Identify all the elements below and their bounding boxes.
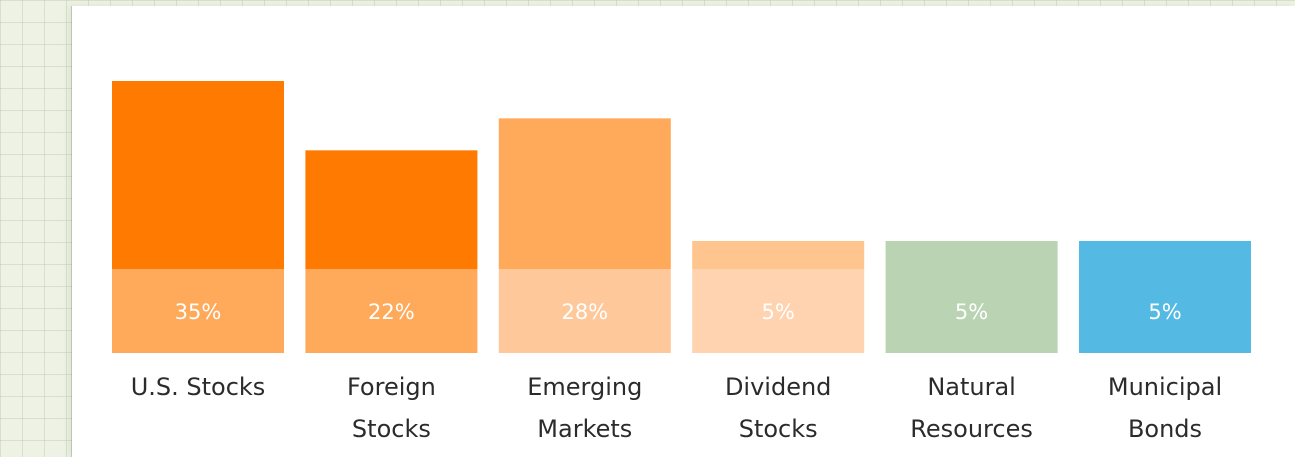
bar-top-segment — [305, 150, 478, 269]
category-label-line2: Markets — [537, 415, 632, 443]
bar-value-label: 22% — [368, 300, 415, 324]
category-label-line1: Municipal — [1108, 373, 1222, 401]
bar-top-segment — [885, 241, 1058, 269]
allocation-bar-chart: 35% U.S. Stocks 22% Foreign Stocks 28% Emergin… — [112, 81, 1251, 443]
category-label-line1: Natural — [927, 373, 1016, 401]
bar-group: 35% U.S. Stocks — [112, 81, 284, 401]
bar-group: 5% Natural Resources — [885, 241, 1058, 443]
bar-value-label: 5% — [762, 300, 795, 324]
category-label-line1: Foreign — [347, 373, 436, 401]
bar-bottom-segment — [305, 269, 478, 353]
bar-bottom-segment — [885, 269, 1058, 353]
bar-value-label: 5% — [1148, 300, 1181, 324]
category-label-line1: Dividend — [725, 373, 831, 401]
bar-bottom-segment — [498, 269, 671, 353]
bar-group: 5% Dividend Stocks — [692, 241, 865, 443]
category-label-line2: Stocks — [739, 415, 818, 443]
bar-value-label: 5% — [955, 300, 988, 324]
category-label-line2: Resources — [910, 415, 1033, 443]
category-label-line1: U.S. Stocks — [131, 373, 266, 401]
bar-top-segment — [692, 241, 865, 269]
bar-group: 28% Emerging Markets — [498, 118, 671, 443]
bar-top-segment — [1079, 241, 1251, 269]
bar-top-segment — [112, 81, 284, 269]
bar-bottom-segment — [112, 269, 284, 353]
chart-panel: 35% U.S. Stocks 22% Foreign Stocks 28% Emergin… — [72, 6, 1295, 457]
category-label-line2: Stocks — [352, 415, 431, 443]
bar-value-label: 28% — [561, 300, 608, 324]
bar-group: 22% Foreign Stocks — [305, 150, 478, 443]
category-label-line2: Bonds — [1128, 415, 1202, 443]
bar-group: 5% Municipal Bonds — [1079, 241, 1251, 443]
bar-top-segment — [498, 118, 671, 269]
bar-value-label: 35% — [175, 300, 222, 324]
bar-bottom-segment — [692, 269, 865, 353]
bar-bottom-segment — [1079, 269, 1251, 353]
category-label-line1: Emerging — [527, 373, 642, 401]
